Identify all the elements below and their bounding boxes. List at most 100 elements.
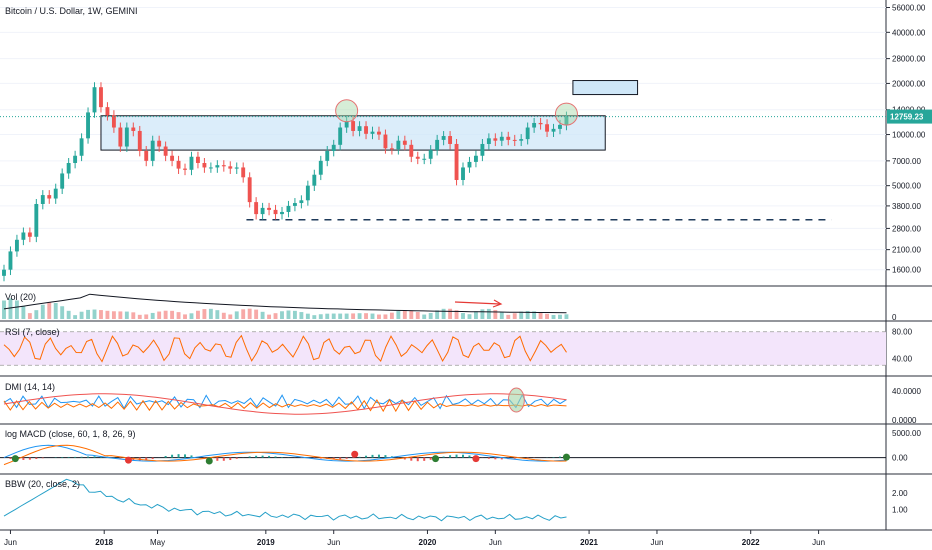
candle-body[interactable] bbox=[351, 121, 356, 131]
macd-line[interactable] bbox=[3, 444, 567, 462]
candle-body[interactable] bbox=[292, 203, 297, 206]
candle-body[interactable] bbox=[357, 126, 362, 131]
candle-body[interactable] bbox=[389, 148, 394, 150]
candle-body[interactable] bbox=[344, 121, 349, 128]
candle-body[interactable] bbox=[234, 167, 239, 169]
candle-body[interactable] bbox=[150, 140, 155, 161]
dmi-plus-line[interactable] bbox=[3, 393, 567, 410]
candle-body[interactable] bbox=[228, 166, 233, 169]
candle-body[interactable] bbox=[131, 127, 136, 131]
macd-signal-line[interactable] bbox=[3, 444, 567, 466]
candle-body[interactable] bbox=[318, 160, 323, 175]
candle-body[interactable] bbox=[525, 127, 530, 140]
candle-body[interactable] bbox=[480, 143, 485, 156]
candle-body[interactable] bbox=[325, 151, 330, 161]
candle-body[interactable] bbox=[545, 124, 549, 132]
candle-body[interactable] bbox=[486, 138, 491, 144]
candle-body[interactable] bbox=[202, 162, 207, 168]
time-axis[interactable]: Jun 2018 May 2019 Jun 2020 Jun 2021 Jun 2022 Jun bbox=[4, 530, 825, 547]
candle-body[interactable] bbox=[215, 165, 220, 168]
candle-body[interactable] bbox=[331, 144, 336, 152]
target-box-annotation[interactable] bbox=[572, 80, 639, 96]
candle-body[interactable] bbox=[86, 112, 90, 139]
indicator-panes[interactable] bbox=[0, 293, 886, 522]
rsi-line[interactable] bbox=[3, 334, 567, 363]
candle-body[interactable] bbox=[338, 127, 343, 145]
candle-body[interactable] bbox=[286, 205, 291, 212]
candle-body[interactable] bbox=[137, 130, 142, 152]
candle-body[interactable] bbox=[124, 127, 129, 147]
candle-body[interactable] bbox=[47, 195, 52, 199]
candle-body[interactable] bbox=[254, 202, 259, 215]
candle-body[interactable] bbox=[53, 188, 58, 199]
candle-body[interactable] bbox=[105, 107, 110, 116]
candle-body[interactable] bbox=[448, 136, 453, 144]
candle-body[interactable] bbox=[305, 185, 310, 201]
candle-body[interactable] bbox=[415, 156, 420, 159]
candle-body[interactable] bbox=[8, 251, 13, 270]
last-price-tag[interactable] bbox=[887, 109, 932, 124]
candle-body[interactable] bbox=[2, 269, 6, 276]
candle-body[interactable] bbox=[221, 165, 226, 167]
candle-body[interactable] bbox=[99, 87, 103, 108]
candle-body[interactable] bbox=[467, 161, 472, 168]
candle-body[interactable] bbox=[383, 134, 388, 149]
candle-body[interactable] bbox=[118, 127, 123, 147]
candle-body[interactable] bbox=[280, 211, 284, 215]
candle-body[interactable] bbox=[176, 160, 181, 169]
highlight-ellipse[interactable] bbox=[554, 102, 578, 126]
candle-body[interactable] bbox=[441, 136, 446, 140]
candle-body[interactable] bbox=[428, 150, 433, 159]
candle-body[interactable] bbox=[396, 140, 401, 150]
candle-body[interactable] bbox=[247, 177, 252, 203]
candle-body[interactable] bbox=[14, 239, 19, 252]
candle-body[interactable] bbox=[435, 139, 440, 151]
candle-body[interactable] bbox=[422, 158, 427, 160]
candle-body[interactable] bbox=[60, 173, 65, 189]
candle-body[interactable] bbox=[208, 167, 213, 169]
bbw-line[interactable] bbox=[3, 478, 567, 522]
candle-body[interactable] bbox=[241, 167, 246, 178]
candle-body[interactable] bbox=[512, 139, 517, 141]
candle-body[interactable] bbox=[493, 138, 498, 141]
candle-body[interactable] bbox=[402, 140, 407, 145]
candle-body[interactable] bbox=[519, 139, 524, 141]
candle-body[interactable] bbox=[299, 200, 304, 204]
dmi-highlight-ellipse[interactable] bbox=[507, 387, 525, 413]
candle-body[interactable] bbox=[377, 131, 381, 135]
candle-body[interactable] bbox=[66, 162, 71, 174]
candle-body[interactable] bbox=[260, 207, 265, 215]
candle-body[interactable] bbox=[409, 144, 414, 157]
candle-body[interactable] bbox=[474, 155, 478, 162]
candle-body[interactable] bbox=[111, 115, 116, 128]
candle-body[interactable] bbox=[144, 151, 149, 161]
dmi-minus-line[interactable] bbox=[3, 398, 567, 413]
candle-body[interactable] bbox=[163, 146, 168, 156]
price-pane[interactable] bbox=[0, 80, 886, 282]
candle-body[interactable] bbox=[558, 124, 562, 129]
candle-body[interactable] bbox=[267, 207, 272, 210]
candle-body[interactable] bbox=[189, 156, 194, 170]
candle-body[interactable] bbox=[157, 140, 162, 147]
candle-body[interactable] bbox=[506, 136, 511, 140]
candle-body[interactable] bbox=[499, 136, 504, 141]
candle-body[interactable] bbox=[461, 167, 465, 180]
candle-body[interactable] bbox=[532, 122, 537, 128]
candle-body[interactable] bbox=[183, 168, 187, 170]
candle-body[interactable] bbox=[79, 138, 84, 156]
candle-body[interactable] bbox=[454, 143, 459, 180]
candle-body[interactable] bbox=[40, 195, 45, 204]
candle-body[interactable] bbox=[364, 126, 368, 134]
candle-body[interactable] bbox=[21, 232, 26, 240]
right-price-axis[interactable]: 56000.0040000.0028000.0020000.0014000.00… bbox=[886, 4, 932, 515]
candle-body[interactable] bbox=[370, 131, 375, 134]
candle-body[interactable] bbox=[34, 203, 39, 237]
candle-body[interactable] bbox=[170, 155, 175, 161]
candle-body[interactable] bbox=[196, 156, 200, 163]
dmi-adx-line[interactable] bbox=[3, 393, 567, 415]
candle-body[interactable] bbox=[538, 122, 543, 125]
candle-body[interactable] bbox=[73, 155, 78, 163]
volume-annotation-arrow[interactable] bbox=[454, 301, 501, 305]
candle-body[interactable] bbox=[551, 128, 556, 132]
candle-body[interactable] bbox=[564, 116, 569, 125]
